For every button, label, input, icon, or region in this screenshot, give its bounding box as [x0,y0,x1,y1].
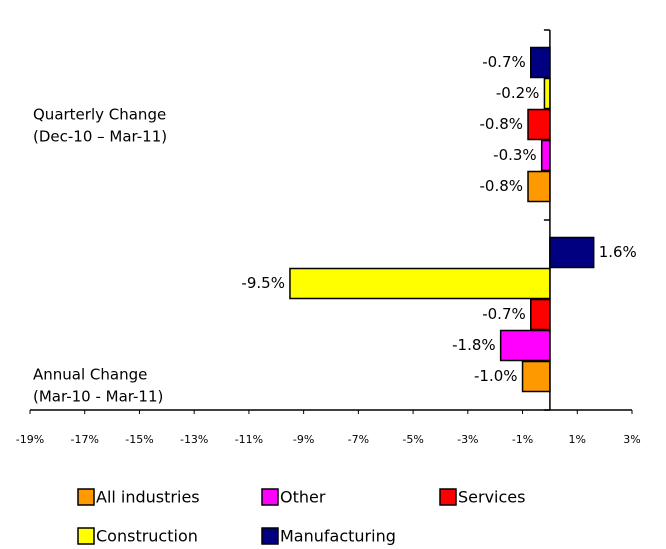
x-tick-label: -19% [16,433,44,446]
legend-label: Construction [96,527,198,546]
value-label: -1.0% [474,367,518,385]
value-label: -0.7% [482,305,526,323]
value-label: -0.8% [479,177,523,195]
value-label: -0.2% [496,84,540,102]
x-tick-label: -9% [293,433,314,446]
bar [530,298,551,331]
bar [540,139,551,172]
x-tick-label: -11% [235,433,263,446]
bar [289,267,551,300]
category-label: Quarterly Change [33,106,166,124]
value-label: -0.7% [482,53,526,71]
legend-swatch [439,488,457,506]
legend-label: Manufacturing [280,527,396,546]
x-tick-label: -1% [512,433,533,446]
bar [499,329,551,362]
bar [543,77,551,110]
bar [521,360,551,393]
category-period: (Mar-10 - Mar-11) [33,388,163,406]
bar [527,170,551,203]
x-tick-label: 3% [623,433,640,446]
x-tick-label: -7% [348,433,369,446]
x-tick-label: -5% [402,433,423,446]
legend-label: All industries [96,488,200,507]
category-period: (Dec-10 – Mar-11) [33,128,167,146]
legend-label: Services [458,488,525,507]
x-tick-label: -15% [125,433,153,446]
bar [530,46,551,79]
bar [549,236,595,269]
category-label: Annual Change [33,366,147,384]
value-label: -9.5% [241,274,285,292]
x-tick-label: -13% [180,433,208,446]
x-tick-label: -17% [71,433,99,446]
legend-swatch [77,527,95,545]
bar [527,108,551,141]
value-label: -0.8% [479,115,523,133]
legend-swatch [77,488,95,506]
value-label: 1.6% [599,243,637,261]
legend-label: Other [280,488,326,507]
value-label: -0.3% [493,146,537,164]
x-tick-label: 1% [569,433,586,446]
value-label: -1.8% [452,336,496,354]
x-tick-label: -3% [457,433,478,446]
legend-swatch [261,488,279,506]
legend-swatch [261,527,279,545]
